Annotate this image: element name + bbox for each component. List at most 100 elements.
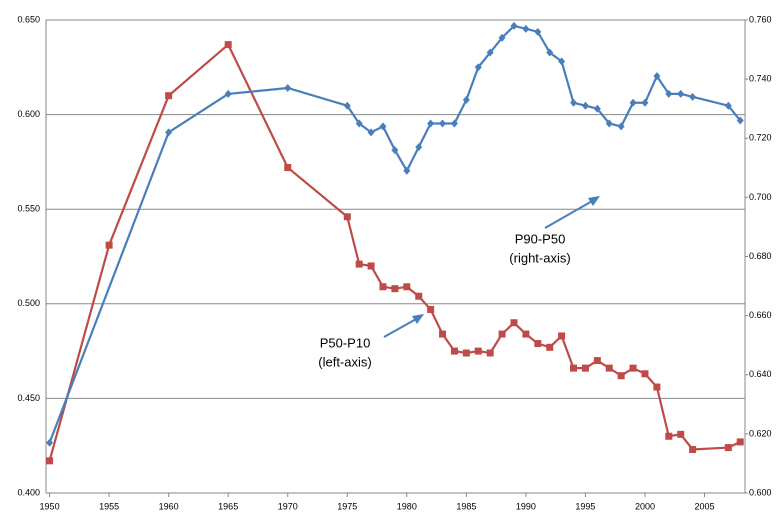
data-point [355,119,363,128]
data-point [450,119,458,128]
annotation-line: P90-P50 [515,231,566,246]
data-point [391,285,399,293]
x-tick-label: 1960 [159,501,179,511]
y2-tick-label: 0.700 [749,192,772,202]
y2-tick-label: 0.740 [749,74,772,84]
data-point [605,119,613,128]
data-point [665,432,673,440]
data-point [522,24,530,33]
data-point [367,128,375,137]
data-point [677,89,685,98]
data-point [415,292,423,300]
y-tick-label: 0.550 [17,204,40,214]
y-tick-label: 0.500 [17,298,40,308]
plot-frame [45,19,746,494]
x-tick-label: 1995 [575,501,595,511]
data-point [653,72,661,81]
data-point [355,260,363,268]
grid [46,19,745,494]
annotation-arrowhead [588,196,600,206]
x-tick-label: 1970 [278,501,298,511]
data-point [629,98,637,107]
data-point [462,95,470,104]
data-point [617,372,625,380]
series-line [48,24,742,444]
x-tick-label: 2000 [635,501,655,511]
x-tick-label: 1950 [40,501,60,511]
data-point [46,438,54,447]
data-point [474,347,482,355]
annotation-arrow [383,317,419,338]
x-tick-label: 1985 [456,501,476,511]
x-tick-label: 2005 [694,501,714,511]
data-point [570,364,578,372]
data-point [593,357,601,365]
data-point [427,119,435,128]
annotation-arrow [544,199,595,229]
y2-tick-label: 0.660 [749,310,772,320]
data-point [641,370,649,378]
data-point [570,98,578,107]
annotation-line: (right-axis) [509,250,570,265]
data-point [581,101,589,110]
data-point [46,457,54,465]
data-point [546,343,554,351]
y2-tick-label: 0.720 [749,133,772,143]
data-point [736,438,744,446]
annotation-line: (left-axis) [318,354,371,369]
data-point [486,48,494,57]
annotation-line: P50-P10 [320,335,371,350]
data-point [343,101,351,110]
data-point [439,119,447,128]
data-point [689,445,697,453]
data-point [165,128,173,137]
data-point [534,340,542,348]
data-point [736,116,744,125]
x-tick-label: 1975 [337,501,357,511]
data-point [165,92,173,100]
data-point [391,146,399,155]
data-point [689,92,697,101]
data-point [677,430,685,438]
data-point [224,41,232,49]
data-point [105,241,113,249]
data-point [427,305,435,313]
data-point [510,319,518,327]
data-point [724,444,732,452]
data-point [534,27,542,36]
y2-tick-label: 0.620 [749,428,772,438]
data-point [343,213,351,221]
x-tick-label: 1990 [516,501,536,511]
data-point [605,364,613,372]
data-point [224,89,232,98]
data-point [558,332,566,340]
data-point [510,21,518,30]
y2-tick-label: 0.640 [749,369,772,379]
y2-tick-label: 0.680 [749,251,772,261]
data-point [486,349,494,357]
y-tick-label: 0.600 [17,109,40,119]
x-tick-label: 1955 [99,501,119,511]
data-point [403,166,411,175]
data-point [284,164,292,172]
annotation-arrowhead [412,314,424,324]
data-point [653,383,661,391]
y2-tick-label: 0.760 [749,14,772,24]
data-point [641,98,649,107]
data-point [581,364,589,372]
data-point [558,57,566,66]
data-point [474,63,482,72]
data-point [284,83,292,92]
data-point [593,104,601,113]
data-point [617,122,625,131]
data-point [498,33,506,42]
y-tick-label: 0.650 [17,14,40,24]
y2-tick-label: 0.600 [749,487,772,497]
x-tick-label: 1965 [218,501,238,511]
data-point [462,349,470,357]
data-point [665,89,673,98]
data-point [546,48,554,57]
data-point [379,122,387,131]
data-point [367,262,375,270]
